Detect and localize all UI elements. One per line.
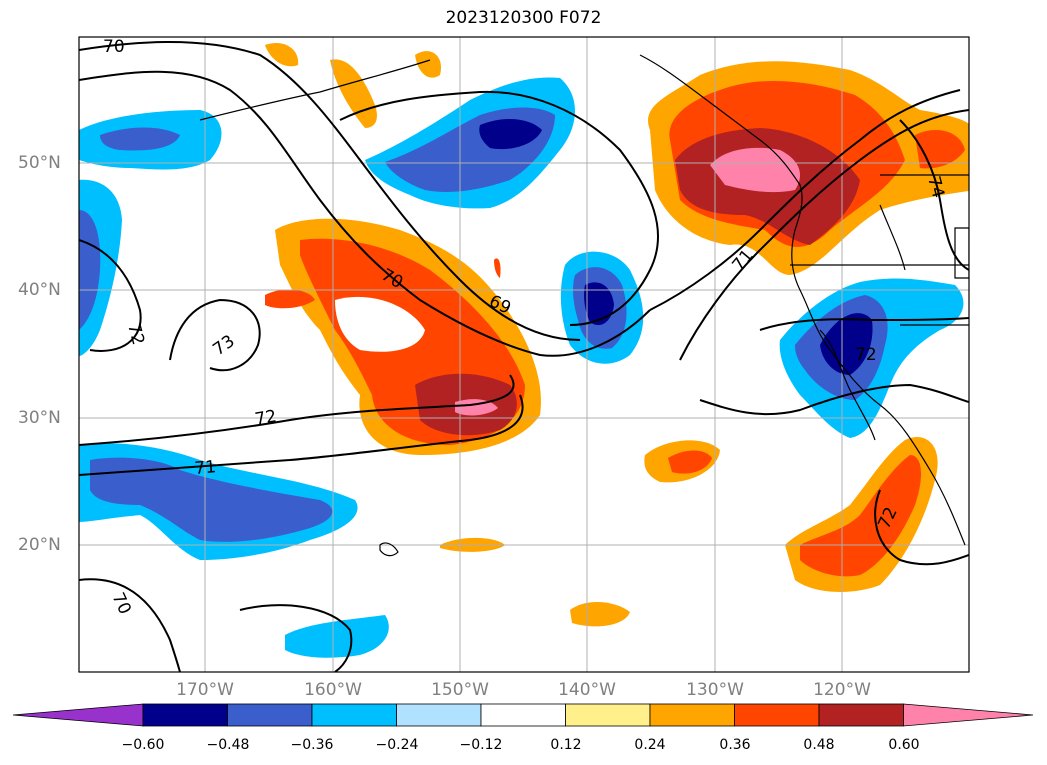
contour-label: 72 <box>253 406 278 429</box>
lon-label: 160°W <box>304 680 362 700</box>
contour-72-sw <box>874 489 969 566</box>
lon-label: 170°W <box>176 680 234 700</box>
positive-anomaly-north2 <box>415 51 441 78</box>
lon-label: 130°W <box>686 680 744 700</box>
negative-anomaly-far-south <box>285 615 389 658</box>
contour-71-north <box>79 70 651 357</box>
contour-72-se <box>699 383 969 416</box>
contour-label: 70 <box>103 37 125 57</box>
contour-72-east <box>679 109 969 361</box>
negative-anomaly-baja-core <box>820 313 873 375</box>
negative-anomaly-west-inner <box>79 210 101 330</box>
colorbar-tick: 0.12 <box>550 737 582 753</box>
colorbar-segment <box>734 703 820 727</box>
contour-label: 71 <box>194 457 217 479</box>
lon-label: 140°W <box>558 680 616 700</box>
positive-anomaly-dateline <box>265 42 299 67</box>
positive-anomaly-north <box>330 59 377 128</box>
lat-label: 20°N <box>18 535 61 555</box>
colorbar-tick: −0.60 <box>121 737 165 753</box>
contour-71-left <box>79 394 524 476</box>
contour-69 <box>339 90 659 326</box>
lat-label: 30°N <box>18 408 61 428</box>
colorbar-tick: −0.24 <box>375 737 419 753</box>
colorbar-tick: −0.36 <box>290 737 334 753</box>
colorbar-segment <box>142 703 228 727</box>
lon-label: 120°W <box>813 680 871 700</box>
colorbar-segment <box>818 703 904 727</box>
colorbar-extend-high <box>903 703 1034 727</box>
contour-74 <box>899 119 969 271</box>
positive-anomaly-small-2 <box>494 258 501 278</box>
lat-label: 50°N <box>18 153 61 173</box>
colorbar-segment <box>649 703 735 727</box>
positive-anomaly-small-1 <box>265 289 315 309</box>
contour-73 <box>169 298 261 372</box>
colorbar-segment <box>565 703 651 727</box>
negative-anomaly-center-core <box>584 282 614 326</box>
colorbar-tick: 0.48 <box>803 737 835 753</box>
positive-anomaly-ne-max <box>710 147 800 193</box>
shaded-field <box>79 42 969 658</box>
positive-anomaly-sw-mexico-inner <box>800 455 922 577</box>
coastlines <box>199 54 969 557</box>
colorbar-extend-low <box>12 703 144 727</box>
colorbar-segment <box>311 703 397 727</box>
colorbar-tick: 0.36 <box>719 737 751 753</box>
negative-anomaly-nw-inner <box>100 127 180 151</box>
contour-70-south <box>79 578 181 672</box>
colorbar-tick: 0.24 <box>634 737 666 753</box>
contour-73-east <box>759 317 969 331</box>
gridlines <box>79 37 969 672</box>
contour-71-east <box>649 89 961 311</box>
negative-anomaly-north-central-core <box>479 118 542 150</box>
contour-72-left <box>79 374 515 446</box>
lon-label: 150°W <box>431 680 489 700</box>
colorbar-segment <box>480 703 566 727</box>
colorbar-segment <box>227 703 313 727</box>
lat-label: 40°N <box>18 280 61 300</box>
negative-hole-central <box>335 296 425 352</box>
contour-72-west <box>79 239 142 352</box>
positive-anomaly-midpacific-inner <box>668 450 712 474</box>
negative-anomaly-sw-inner <box>90 457 333 542</box>
contour-label: 72 <box>855 345 877 365</box>
colorbar-tick: −0.48 <box>206 737 250 753</box>
height-contours <box>79 41 969 672</box>
contour-70-south2 <box>239 604 353 672</box>
plot-frame <box>78 36 970 673</box>
positive-anomaly-south <box>570 601 630 627</box>
colorbar <box>12 703 1034 727</box>
colorbar-segment <box>396 703 482 727</box>
colorbar-tick: −0.12 <box>459 737 503 753</box>
colorbar-tick: 0.60 <box>888 737 920 753</box>
positive-anomaly-central-max <box>455 399 498 416</box>
contour-70-north <box>79 41 581 341</box>
map-title: 2023120300 F072 <box>445 8 602 28</box>
